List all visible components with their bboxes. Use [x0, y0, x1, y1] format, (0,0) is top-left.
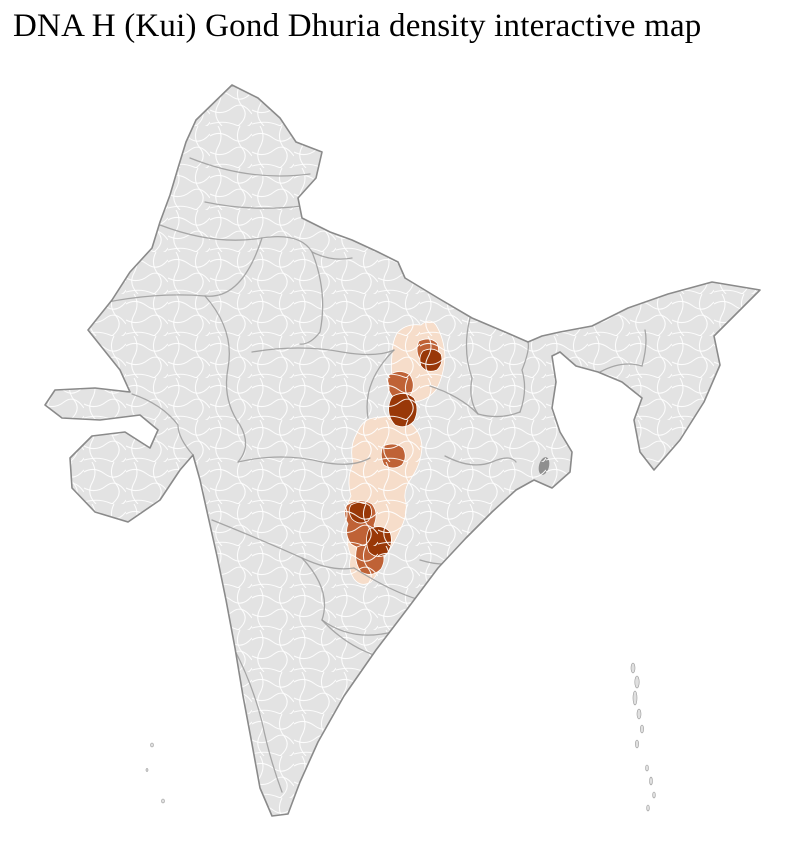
andaman-islands — [630, 662, 656, 812]
lakshadweep-islands — [145, 742, 165, 804]
district-boundaries-overlay — [45, 85, 760, 816]
page-title: DNA H (Kui) Gond Dhuria density interact… — [13, 8, 702, 44]
